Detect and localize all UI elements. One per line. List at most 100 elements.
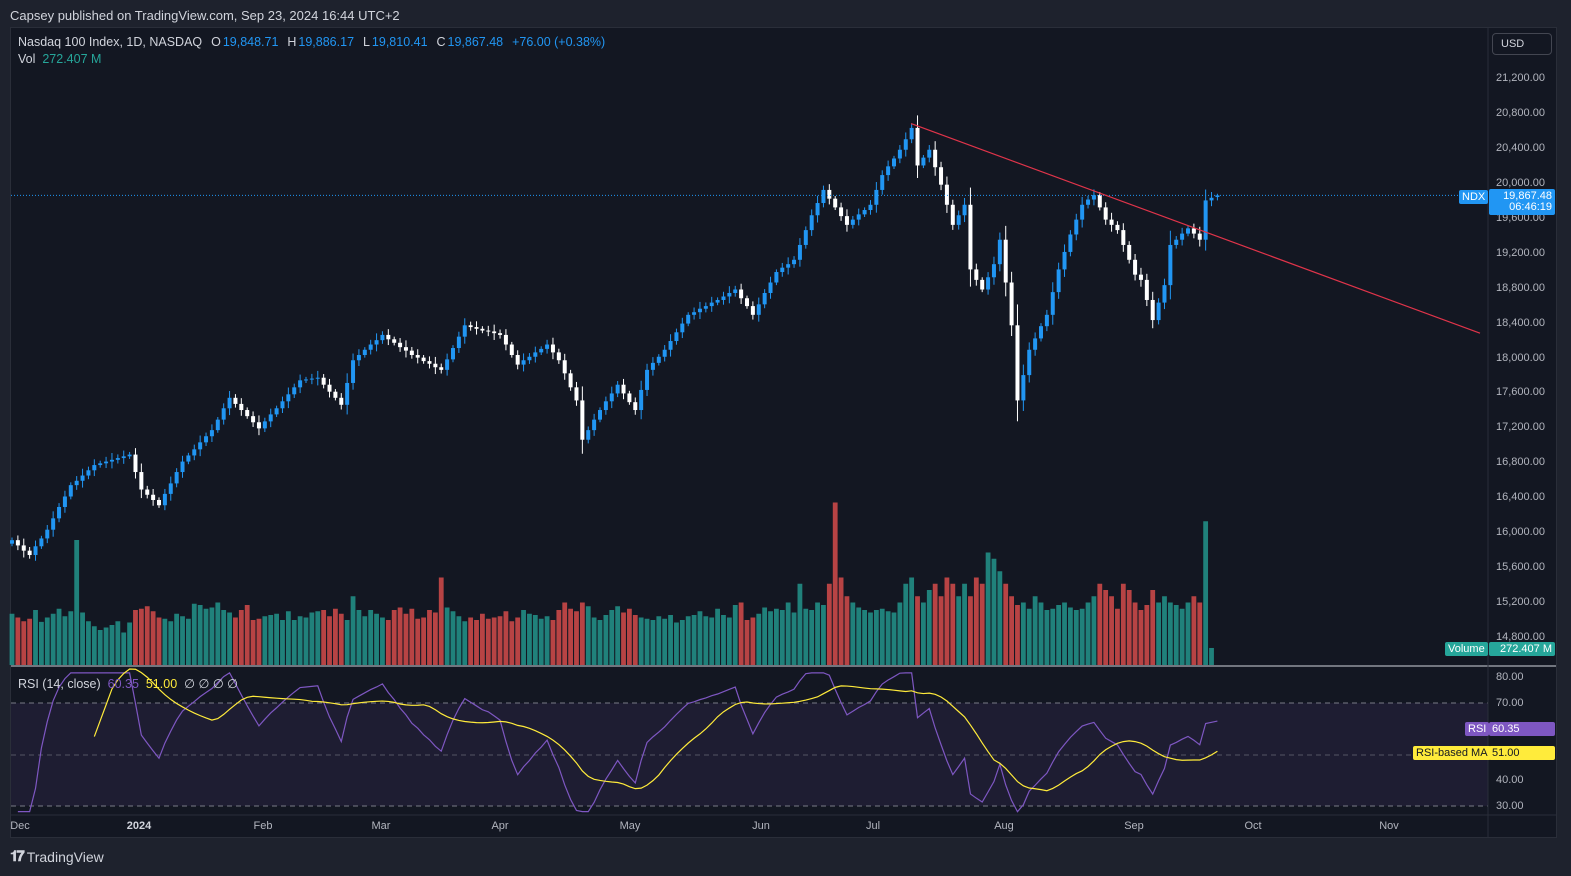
volume-bar	[468, 617, 474, 665]
symbol-title: Nasdaq 100 Index, 1D, NASDAQ	[18, 35, 203, 49]
candle-body	[474, 327, 479, 329]
volume-bar	[144, 606, 150, 665]
volume-bar	[385, 620, 391, 665]
volume-bar	[562, 602, 568, 665]
volume-bar	[362, 616, 368, 665]
volume-bar	[1167, 602, 1173, 665]
candle-body	[680, 323, 685, 333]
volume-bar	[991, 558, 997, 665]
time-tick-label: Sep	[1124, 820, 1144, 832]
price-tick-label: 14,800.00	[1496, 631, 1545, 643]
volume-bar	[779, 610, 785, 665]
price-tick-label: 20,400.00	[1496, 141, 1545, 154]
volume-bar	[109, 625, 115, 665]
volume-bar	[80, 612, 85, 665]
candle-body	[221, 408, 226, 420]
candle-body	[892, 158, 896, 167]
volume-bar	[897, 602, 903, 665]
candle-body	[1086, 199, 1091, 205]
candle-body	[445, 359, 450, 370]
candle-body	[1121, 230, 1126, 245]
candle-body	[692, 312, 697, 315]
candle-body	[1091, 195, 1096, 200]
volume-bar	[632, 615, 638, 665]
ticker-tag: NDX	[1459, 190, 1489, 204]
volume-bar	[221, 610, 227, 665]
candle-body	[733, 289, 738, 293]
volume-bar	[968, 596, 973, 665]
candle-body	[339, 397, 344, 405]
volume-bar	[462, 621, 468, 665]
last-price-tag: 19,867.48 06:46:19	[1489, 189, 1555, 215]
volume-bar	[209, 607, 215, 665]
volume-bar	[203, 608, 209, 665]
volume-bar	[421, 617, 426, 665]
candle-body	[1144, 279, 1149, 300]
candle-body	[57, 506, 62, 519]
candle-body	[286, 394, 291, 402]
candle-body	[715, 299, 720, 303]
currency-button[interactable]: USD	[1492, 33, 1552, 55]
volume-bar	[309, 612, 315, 665]
candle-body	[33, 546, 38, 556]
candle-body	[10, 540, 14, 544]
volume-bar	[544, 616, 550, 665]
volume-bar	[297, 616, 303, 665]
price-tick-label: 18,800.00	[1496, 281, 1545, 294]
candle-body	[533, 352, 538, 357]
volume-bar	[44, 617, 50, 665]
candle-body	[74, 480, 79, 486]
volume-bar	[838, 577, 844, 665]
volume-bar	[215, 602, 221, 665]
volume-bar	[415, 618, 421, 665]
candle-body	[803, 230, 808, 245]
candle-body	[521, 360, 526, 365]
candle-body	[121, 456, 126, 459]
volume-tag-label: Volume	[1445, 642, 1488, 656]
volume-bar	[685, 616, 691, 665]
candle-body	[45, 529, 50, 539]
volume-bar	[133, 610, 138, 665]
candle-body	[180, 461, 185, 473]
volume-bar	[891, 612, 897, 665]
candle-body	[327, 384, 332, 392]
footer-brand[interactable]: 𝟏𝟕 TradingView	[10, 848, 104, 865]
candle-body	[245, 410, 250, 417]
candle-body	[1080, 204, 1085, 220]
volume-bar	[1138, 610, 1144, 665]
volume-bar	[638, 617, 644, 665]
volume-bar	[1026, 608, 1032, 665]
candle-body	[639, 389, 644, 411]
volume-bar	[726, 617, 732, 665]
candle-body	[104, 461, 109, 464]
volume-bar	[262, 616, 268, 665]
candle-body	[62, 496, 67, 507]
candle-body	[392, 339, 397, 343]
last-price-value: 19,867.48	[1503, 190, 1552, 202]
price-tick-label: 18,000.00	[1496, 351, 1545, 364]
volume-bar	[574, 611, 579, 665]
rsi-tick-label: 30.00	[1496, 799, 1524, 812]
candle-body	[1215, 195, 1220, 198]
volume-bar	[285, 611, 291, 665]
candle-body	[415, 355, 420, 358]
candle-body	[315, 377, 320, 379]
candle-body	[333, 391, 338, 398]
candle-body	[433, 363, 438, 368]
volume-bar	[1132, 602, 1138, 665]
trendline[interactable]	[910, 122, 1481, 334]
volume-bar	[715, 608, 720, 665]
volume-bar	[509, 621, 515, 665]
volume-bar	[515, 617, 521, 665]
candle-body	[1003, 239, 1008, 283]
volume-bar	[497, 616, 503, 665]
candle-body	[480, 328, 485, 331]
candle-body	[621, 384, 626, 394]
candle-body	[774, 272, 779, 283]
volume-bar	[50, 613, 56, 665]
volume-bar	[832, 502, 838, 665]
candle-body	[1062, 251, 1067, 270]
volume-bar	[650, 620, 656, 665]
volume-bar	[1109, 596, 1114, 665]
